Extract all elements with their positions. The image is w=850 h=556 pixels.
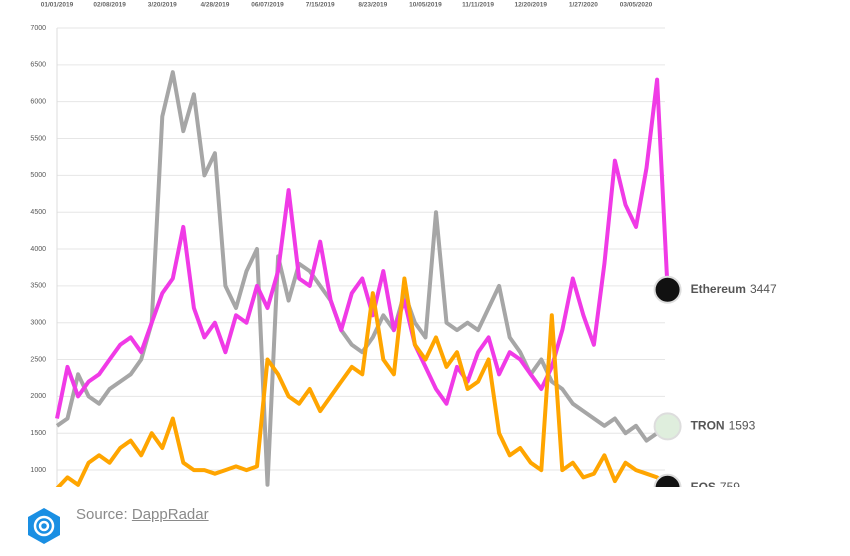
series-end-value: 759 [720,480,740,490]
end-label: EOS 759 [653,473,740,490]
end-label: Ethereum 3447 [653,275,777,304]
series-name: EOS [691,480,716,490]
y-tick-label: 2000 [30,393,46,400]
grid: 1000 1500 2000 2500 3000 3500 4000 4500 5000 5500… [30,2,665,487]
y-tick-label: 3500 [30,283,46,290]
y-tick-label: 5500 [30,135,46,142]
series-line [55,70,669,487]
x-tick-label: 7/15/2019 [306,2,335,9]
y-tick-label: 6500 [30,62,46,69]
x-tick-label: 4/28/2019 [200,2,229,9]
series-end-value: 3447 [750,282,777,296]
y-tick-label: 1000 [30,467,46,474]
series-end-value: 1593 [729,419,756,433]
y-tick-label: 3000 [30,320,46,327]
y-tick-label: 5000 [30,172,46,179]
dappradar-logo [28,508,60,544]
y-tick-label: 4000 [30,246,46,253]
x-tick-label: 03/05/2020 [620,2,653,9]
y-tick-label: 2500 [30,356,46,363]
series-name: Ethereum [691,282,746,296]
source-prefix: Source: [76,506,128,523]
series-icon [653,473,682,487]
y-tick-label: 4500 [30,209,46,216]
end-labels: Ethereum 3447 TRON 1593 EOS 759 [653,275,777,490]
x-tick-label: 1/27/2020 [569,2,598,9]
x-tick-label: 12/20/2019 [514,2,547,9]
x-tick-label: 10/05/2019 [409,2,442,9]
series-name: TRON [691,419,725,433]
series-line [55,77,670,419]
x-tick-label: 02/08/2019 [93,2,126,9]
plot [55,70,670,487]
x-tick-label: 8/23/2019 [358,2,387,9]
x-tick-label: 06/07/2019 [251,2,284,9]
x-tick-label: 01/01/2019 [41,2,74,9]
source-link[interactable]: DappRadar [131,506,209,523]
x-tick-label: 3/20/2019 [148,2,177,9]
end-label: TRON 1593 [653,412,756,441]
y-tick-label: 7000 [30,25,46,32]
x-tick-label: 11/11/2019 [462,2,494,9]
y-tick-label: 1500 [30,430,46,437]
series-icon [653,412,682,441]
source: Source: DappRadar [76,506,209,523]
y-tick-label: 6000 [30,99,46,106]
chart: 1000 1500 2000 2500 3000 3500 4000 4500 5000 5500… [30,2,777,490]
series-line [55,276,670,487]
series-icon [653,275,682,304]
